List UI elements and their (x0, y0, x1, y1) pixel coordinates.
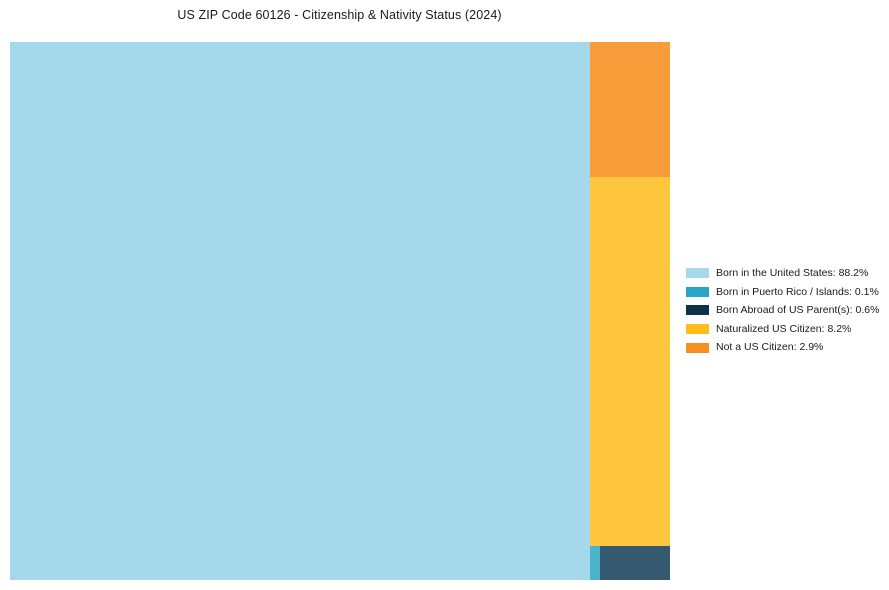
treemap-tile[interactable]: Not a US Citizen (590, 42, 670, 177)
legend-item[interactable]: Born in Puerto Rico / Islands: 0.1% (686, 283, 882, 302)
legend-color-swatch (686, 268, 709, 279)
legend-item-label: Born in Puerto Rico / Islands: 0.1% (716, 285, 879, 298)
treemap-tile[interactable]: Naturalized US Citizen (590, 177, 670, 546)
legend-color-swatch (686, 342, 709, 353)
legend-color-swatch (686, 324, 709, 335)
legend-item[interactable]: Not a US Citizen: 2.9% (686, 338, 882, 357)
treemap-tile[interactable]: Born Abroad of US Parent(s) (600, 546, 670, 580)
legend-color-swatch (686, 286, 709, 297)
legend-item-label: Born Abroad of US Parent(s): 0.6% (716, 304, 880, 317)
legend-item-label: Not a US Citizen: 2.9% (716, 341, 824, 354)
legend-item-label: Born in the United States: 88.2% (716, 267, 869, 280)
treemap-tile[interactable]: Born in the United States (10, 42, 590, 580)
legend-item[interactable]: Born in the United States: 88.2% (686, 264, 882, 283)
legend-color-swatch (686, 305, 709, 316)
chart-legend: Born in the United States: 88.2% Born in … (686, 264, 882, 357)
treemap-tile[interactable]: Born in Puerto Rico / Islands (590, 546, 600, 580)
treemap-plot-area: Born in the United StatesNot a US Citize… (10, 42, 670, 580)
legend-item-label: Naturalized US Citizen: 8.2% (716, 322, 852, 335)
legend-item[interactable]: Born Abroad of US Parent(s): 0.6% (686, 301, 882, 320)
chart-title: US ZIP Code 60126 - Citizenship & Nativi… (177, 8, 502, 22)
legend-item[interactable]: Naturalized US Citizen: 8.2% (686, 320, 882, 339)
